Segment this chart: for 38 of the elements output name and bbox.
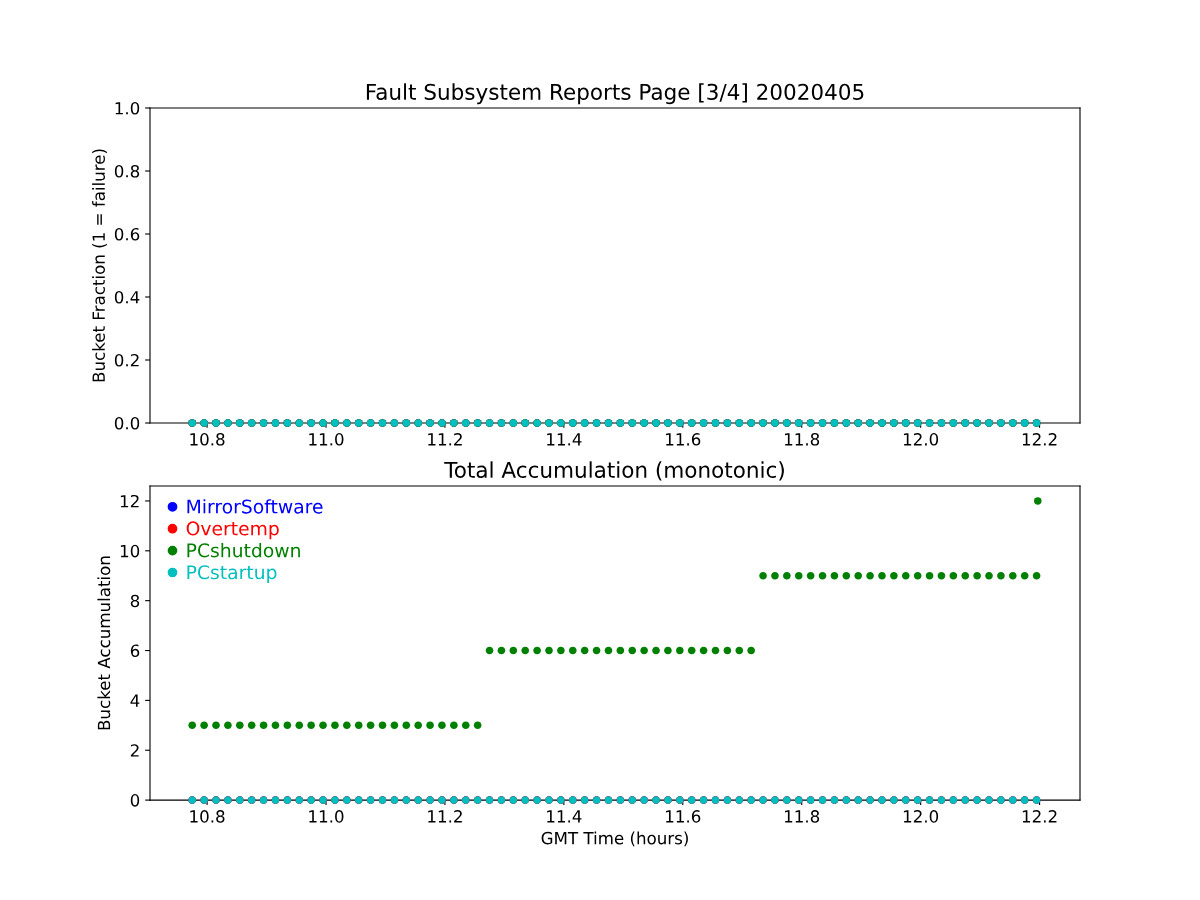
- x-tick-label: 11.0: [309, 433, 344, 446]
- x-tick-label: 12.0: [903, 810, 939, 823]
- x-tick-label: 10.8: [190, 433, 225, 446]
- legend-label: PCstartup: [187, 565, 277, 583]
- y-tick-label: 6: [130, 644, 140, 658]
- y-tick-label: 10: [120, 544, 140, 558]
- x-tick-label: 12.2: [1022, 810, 1057, 823]
- x-tick-label: 11.6: [666, 810, 701, 823]
- y-tick-label: 0: [130, 794, 140, 807]
- y-tick-label: 0.6: [114, 227, 140, 241]
- y-tick-label: 12: [120, 494, 139, 508]
- y-tick-label: 0.4: [114, 290, 140, 304]
- y-tick-label: 0.2: [114, 353, 139, 367]
- x-tick-label: 10.8: [190, 810, 225, 823]
- x-tick-label: 11.8: [784, 810, 820, 823]
- x-tick-label: 12.0: [903, 433, 939, 446]
- chart-title: Total Accumulation (monotonic): [444, 461, 784, 481]
- y-tick-label: 1.0: [115, 101, 140, 115]
- x-tick-label: 11.2: [428, 810, 462, 823]
- y-tick-label: 0.0: [114, 416, 140, 430]
- legend-label: PCshutdown: [187, 542, 300, 558]
- y-tick-label: 2: [130, 744, 139, 757]
- y-tick-label: 8: [130, 594, 140, 608]
- x-tick-label: 11.4: [547, 433, 582, 446]
- x-tick-label: 11.0: [309, 810, 344, 823]
- y-tick-label: 4: [130, 694, 140, 707]
- legend-label: Overtemp: [186, 521, 279, 540]
- x-tick-label: 11.2: [428, 433, 462, 446]
- y-axis-title: Bucket Fraction (1 = failure): [92, 149, 107, 382]
- legend-label: MirrorSoftware: [187, 499, 323, 514]
- x-axis-title: GMT Time (hours): [541, 831, 688, 847]
- chart-title: Fault Subsystem Reports Page [3/4] 20020405: [366, 83, 864, 105]
- x-tick-label: 11.4: [547, 810, 582, 823]
- x-tick-label: 11.6: [666, 433, 701, 446]
- y-axis-title: Bucket Accumulation: [97, 556, 111, 730]
- x-tick-label: 12.2: [1022, 433, 1057, 446]
- x-tick-label: 11.8: [784, 433, 820, 446]
- y-tick-label: 0.8: [114, 164, 140, 178]
